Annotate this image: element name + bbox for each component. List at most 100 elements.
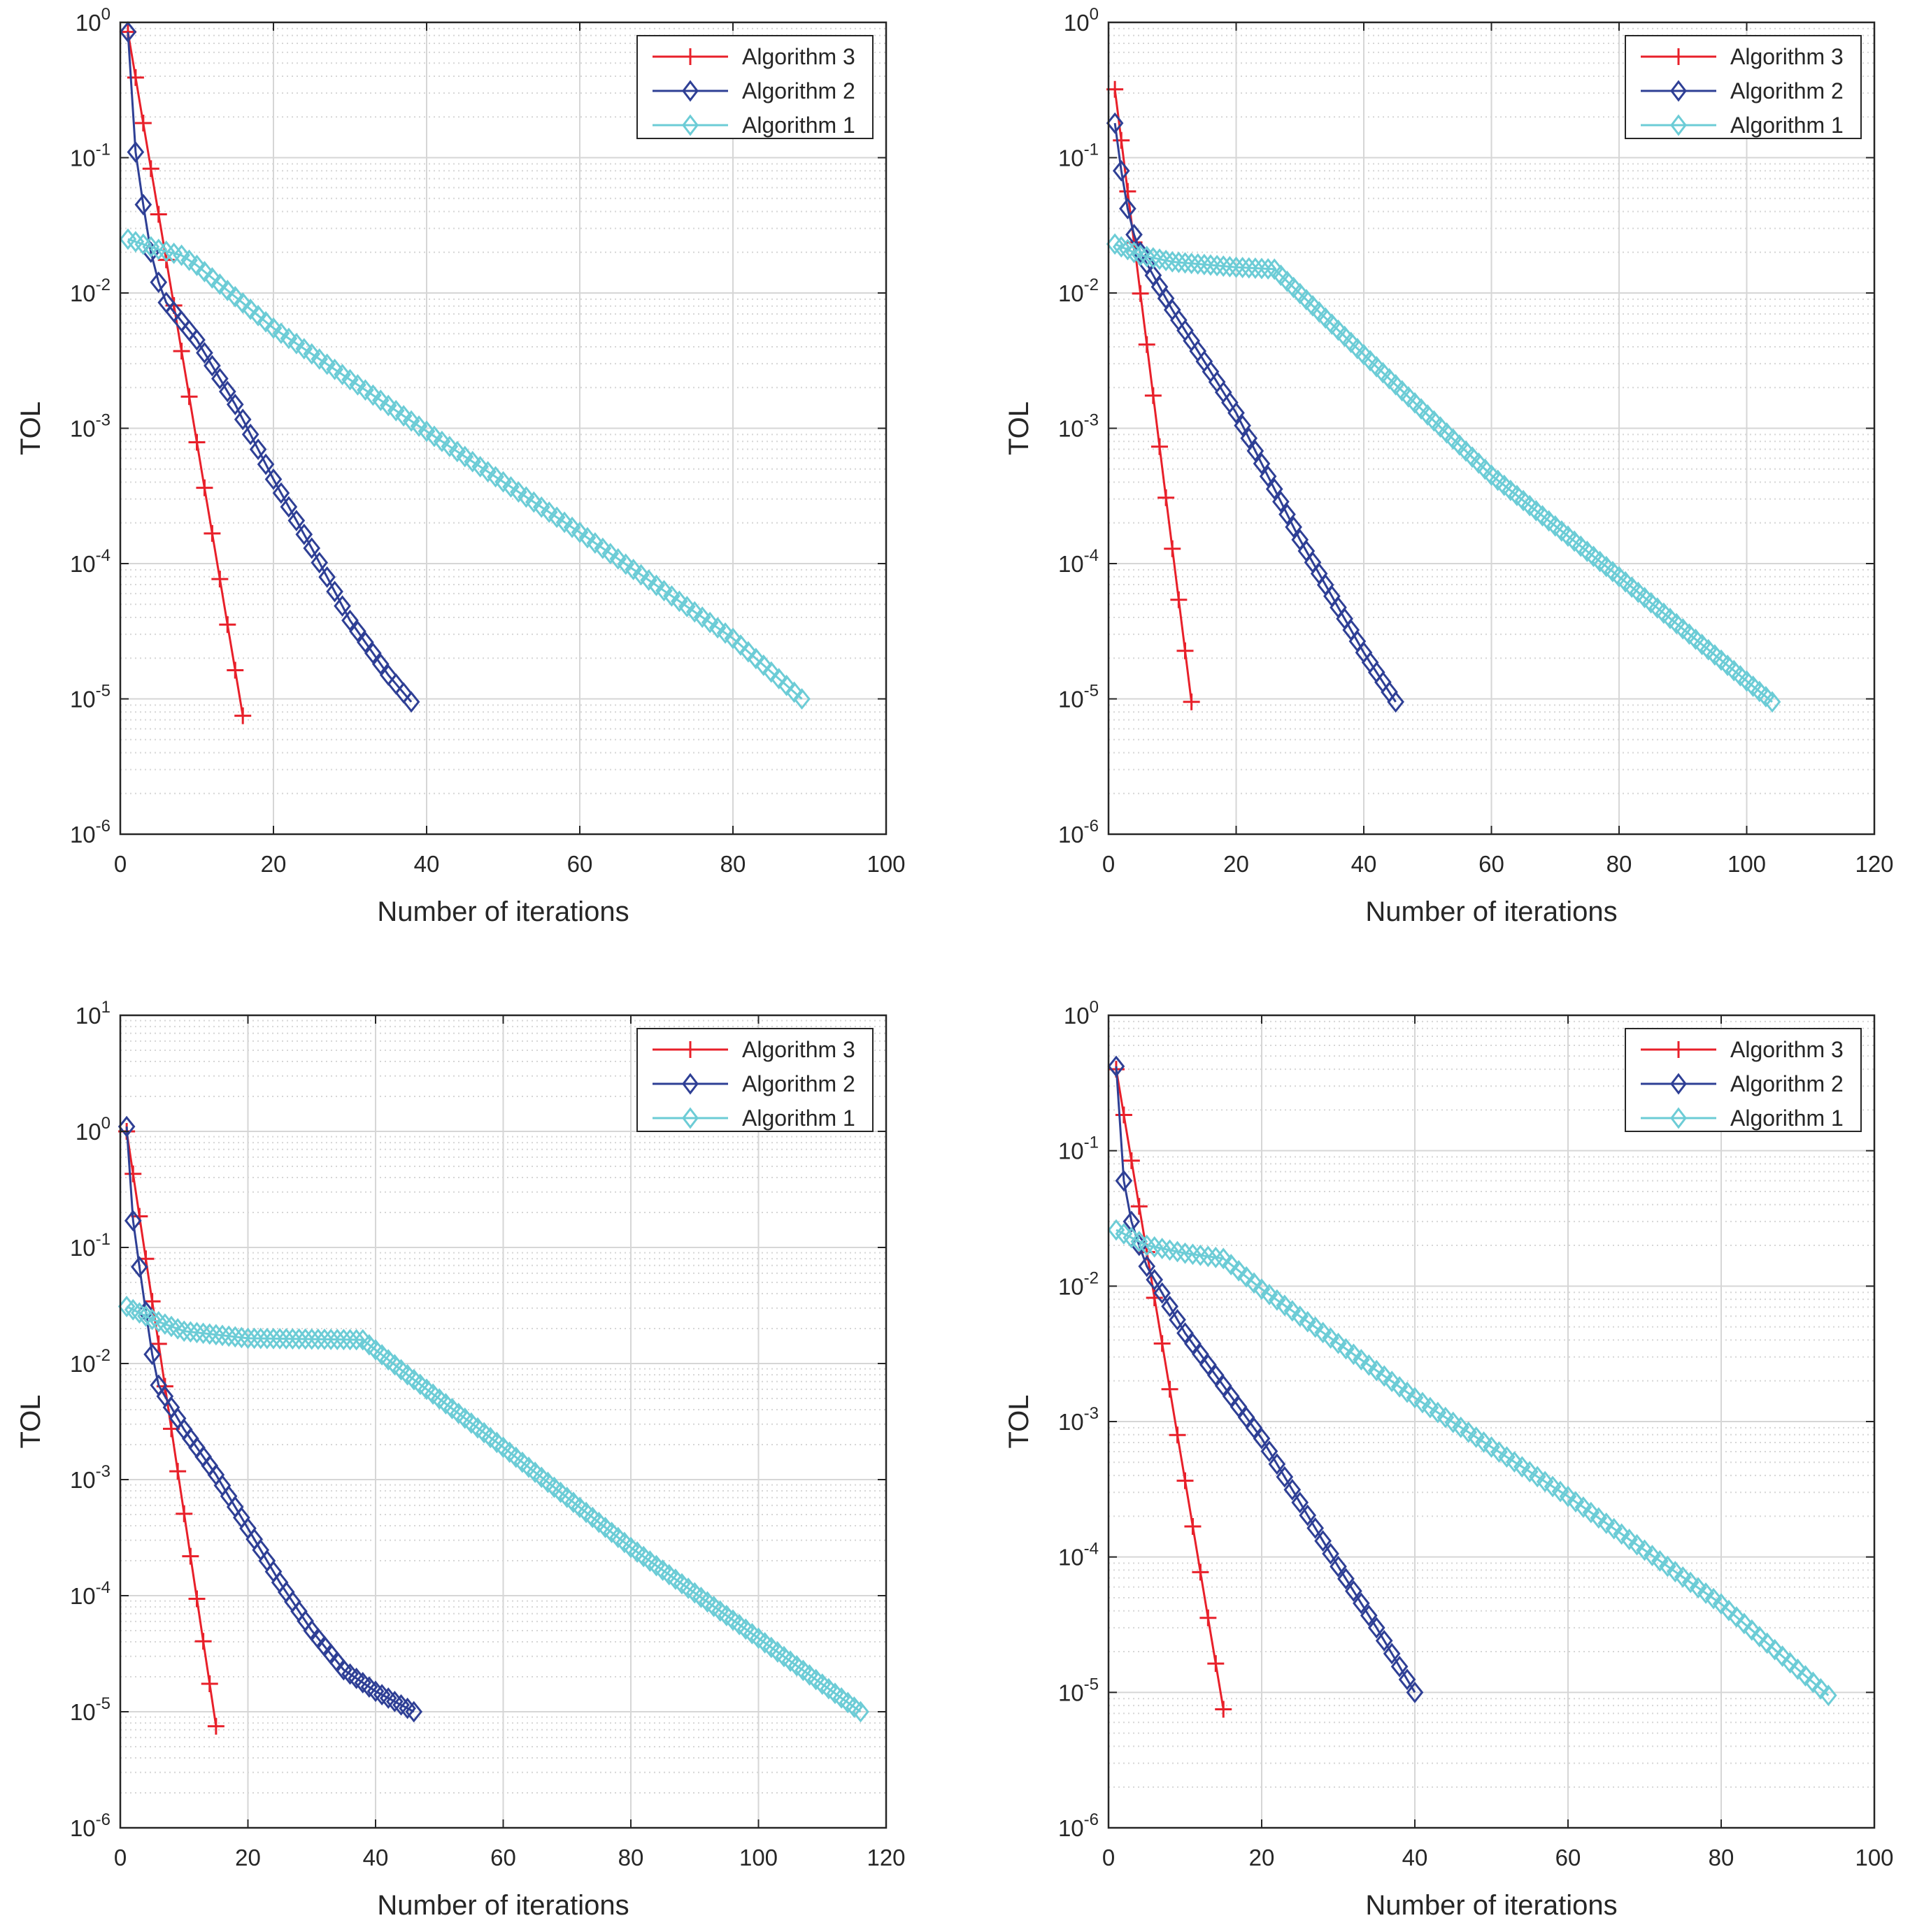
data-point	[142, 160, 159, 178]
data-point	[1469, 452, 1488, 474]
data-point	[1253, 452, 1271, 475]
data-point	[196, 342, 213, 364]
data-point	[226, 285, 244, 308]
x-tick-label: 100	[1855, 1845, 1893, 1870]
data-point	[188, 1590, 206, 1608]
data-point	[1260, 1440, 1278, 1462]
x-tick-label: 100	[739, 1845, 778, 1870]
data-point	[1483, 1436, 1500, 1458]
data-point	[1498, 1446, 1516, 1468]
data-point	[1375, 1630, 1393, 1652]
data-point	[341, 1329, 359, 1351]
y-tick-label: 10-4	[1058, 546, 1099, 577]
data-point	[852, 1701, 869, 1723]
data-point	[1265, 478, 1283, 500]
data-point	[1463, 446, 1481, 468]
data-point	[1246, 440, 1264, 462]
data-point	[1345, 1343, 1362, 1366]
data-point	[1192, 1343, 1209, 1366]
y-tick-label: 10-1	[70, 1230, 111, 1261]
data-point	[1164, 540, 1181, 557]
legend-label: Algorithm 3	[1730, 1037, 1844, 1062]
data-point	[1528, 1466, 1546, 1488]
data-point	[1544, 1475, 1562, 1498]
data-point	[1222, 1254, 1240, 1275]
data-point	[1259, 258, 1277, 280]
data-point	[349, 374, 366, 396]
data-point	[334, 364, 351, 386]
x-tick-label: 0	[1102, 1845, 1115, 1870]
data-point	[297, 1328, 314, 1350]
data-point	[1551, 1480, 1569, 1503]
data-point	[257, 310, 275, 333]
data-point	[156, 1313, 174, 1336]
data-point	[1399, 386, 1418, 408]
data-point	[233, 1326, 250, 1349]
data-point	[1234, 415, 1251, 436]
data-point	[1819, 1684, 1837, 1707]
data-point	[1353, 1349, 1370, 1371]
x-tick-label: 80	[618, 1845, 644, 1870]
data-point	[207, 1717, 225, 1735]
data-point	[1476, 458, 1494, 480]
data-point	[1628, 1533, 1646, 1556]
data-point	[1299, 1310, 1317, 1333]
ticks: 0 20 40 60 80 100 10-6 10-5 10-4 10-3 10-2 10-1 100	[70, 5, 906, 877]
data-point	[1451, 434, 1469, 456]
data-point	[315, 1328, 334, 1350]
legend-box	[636, 1028, 874, 1132]
data-point	[555, 511, 573, 534]
data-point	[1138, 1255, 1156, 1278]
data-point	[1119, 198, 1136, 220]
data-point	[1115, 1106, 1132, 1124]
data-point	[1272, 264, 1290, 287]
data-point	[410, 415, 428, 437]
data-point	[1383, 1371, 1401, 1393]
y-tick-label: 10-3	[70, 1462, 111, 1493]
ticks: 0 20 40 60 80 100 120 10-6 10-5 10-4 10-3 10-2 10-1 1…	[1058, 5, 1894, 877]
data-point	[180, 249, 198, 271]
data-point	[162, 1315, 180, 1338]
data-point	[548, 506, 566, 529]
data-point	[510, 481, 527, 503]
data-point	[150, 206, 167, 223]
data-point	[134, 115, 152, 132]
data-point	[1789, 1658, 1806, 1680]
data-point	[502, 475, 520, 498]
data-point	[284, 1328, 301, 1350]
data-point	[326, 580, 343, 603]
x-tick-label: 0	[114, 1845, 127, 1870]
data-point	[739, 641, 757, 663]
data-point	[1452, 1416, 1470, 1438]
data-point	[1330, 319, 1347, 341]
data-point	[1674, 1566, 1692, 1588]
data-point	[1276, 1466, 1294, 1488]
data-point	[1184, 1333, 1202, 1354]
data-point	[1176, 1472, 1194, 1489]
data-point	[1306, 1517, 1324, 1539]
x-tick-label: 120	[867, 1845, 905, 1870]
data-point	[239, 1327, 257, 1350]
data-point	[425, 425, 443, 448]
data-point	[219, 616, 236, 634]
data-point	[249, 438, 267, 461]
data-point	[1245, 1417, 1263, 1439]
data-point	[1444, 428, 1462, 450]
data-point	[394, 405, 413, 427]
x-tick-label: 20	[1249, 1845, 1275, 1870]
data-point	[1310, 301, 1328, 323]
data-point	[693, 606, 711, 629]
data-point	[364, 642, 382, 664]
data-point	[196, 261, 213, 282]
data-point	[264, 317, 283, 339]
data-point	[1163, 251, 1181, 273]
y-tick-label: 10-1	[70, 141, 111, 171]
data-point	[1398, 1668, 1416, 1691]
data-point	[234, 707, 252, 724]
data-point	[1314, 1322, 1332, 1344]
data-point	[182, 1321, 199, 1343]
data-point	[793, 688, 811, 710]
data-point	[1316, 307, 1334, 329]
legend: Algorithm 3 Algorithm 2 Algorithm 1	[636, 35, 874, 139]
data-point	[311, 348, 329, 370]
